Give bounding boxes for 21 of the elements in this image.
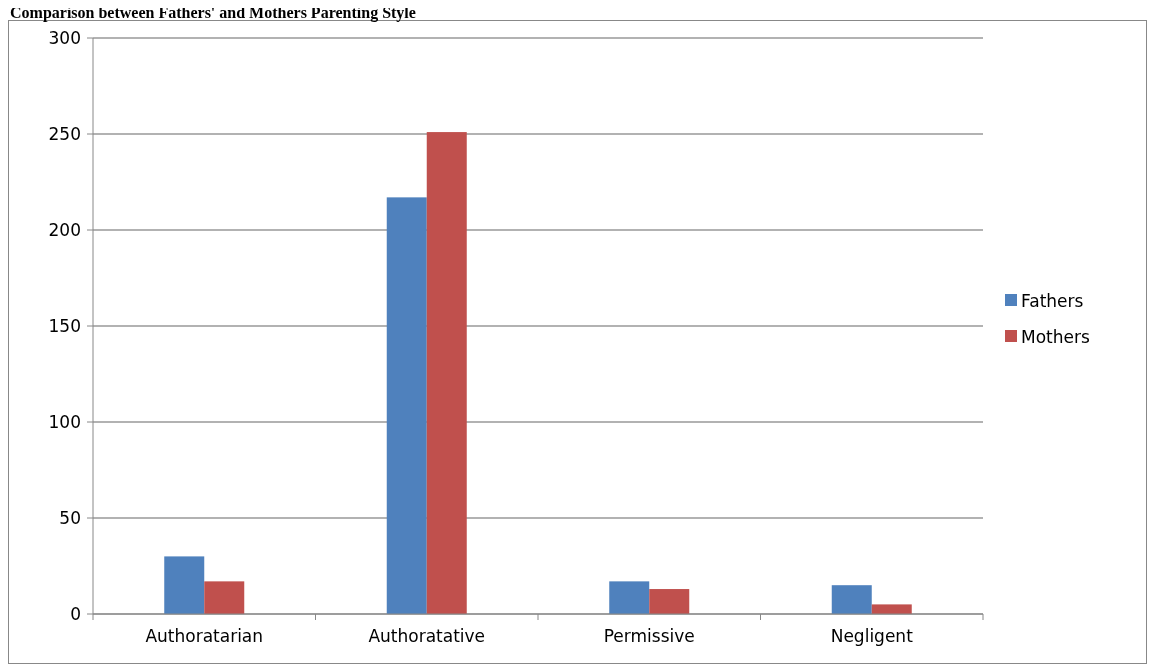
- bar: [386, 197, 427, 614]
- bar: [609, 581, 650, 614]
- x-tick-label: Permissive: [603, 626, 695, 646]
- y-tick-label: 150: [48, 315, 81, 336]
- bar: [204, 581, 245, 614]
- y-tick-label: 250: [48, 123, 81, 144]
- y-tick-label: 100: [48, 411, 81, 432]
- bar: [426, 132, 467, 614]
- x-tick-label: Negligent: [830, 626, 914, 646]
- legend-label: Fathers: [1021, 290, 1084, 311]
- y-tick-label: 200: [48, 219, 81, 240]
- x-tick-label: Authoratarian: [145, 626, 264, 646]
- y-tick-label: 300: [48, 27, 81, 48]
- legend-label: Mothers: [1021, 326, 1090, 347]
- bar: [871, 604, 912, 614]
- bar: [164, 556, 205, 614]
- bar: [649, 589, 690, 614]
- y-tick-label: 0: [70, 603, 81, 624]
- x-tick-label: Authoratative: [368, 626, 486, 646]
- bar: [831, 585, 872, 614]
- y-tick-label: 50: [59, 507, 81, 528]
